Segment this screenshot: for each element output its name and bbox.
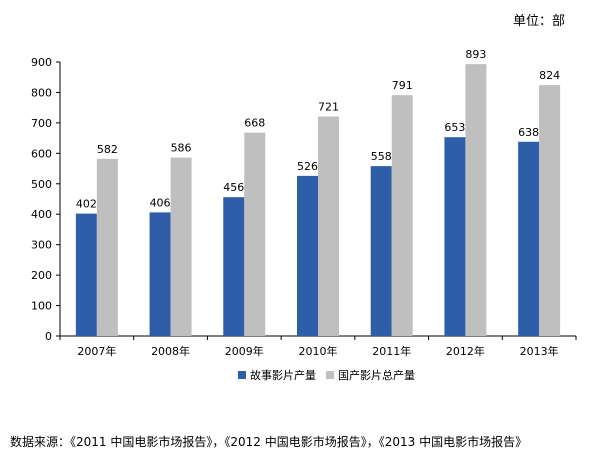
bar-feature-films	[75, 213, 97, 336]
y-tick-label: 800	[31, 86, 52, 99]
y-tick-label: 900	[31, 56, 52, 69]
legend-swatch	[326, 371, 334, 379]
y-tick-label: 300	[31, 239, 52, 252]
bar-feature-films	[518, 141, 540, 336]
data-label: 893	[465, 48, 486, 61]
bar-feature-films	[223, 197, 245, 336]
legend-swatch	[238, 371, 246, 379]
data-label: 406	[150, 196, 171, 209]
data-label: 526	[297, 160, 318, 173]
data-label: 456	[223, 181, 244, 194]
y-tick-label: 500	[31, 178, 52, 191]
bar-chart: 0 100 200 300 400 500 600 700 800 900 2007年 2008年 20…	[31, 48, 577, 382]
unit-label: 单位：部	[512, 14, 565, 29]
data-label: 824	[539, 69, 560, 82]
y-tick-label: 200	[31, 269, 52, 282]
legend-label: 国产影片总产量	[338, 368, 415, 382]
chart-axes: 0 100 200 300 400 500 600 700 800 900 2007年 2008年 20…	[31, 56, 577, 358]
bar-feature-films	[149, 212, 171, 336]
data-label: 721	[318, 100, 339, 113]
source-note: 数据来源：《2011 中国电影市场报告》，《2012 中国电影市场报告》，《20…	[10, 435, 528, 449]
x-tick-label: 2013年	[520, 344, 559, 358]
bar-feature-films	[444, 137, 466, 336]
bar-total-films	[244, 132, 266, 336]
y-tick-label: 700	[31, 117, 52, 130]
data-label: 791	[392, 79, 413, 92]
x-tick-label: 2009年	[225, 344, 264, 358]
bar-total-films	[391, 95, 413, 336]
y-tick-label: 100	[31, 300, 52, 313]
bar-total-films	[318, 116, 339, 337]
data-label: 582	[97, 143, 118, 156]
data-label: 402	[76, 198, 97, 211]
chart-legend: 故事影片产量 国产影片总产量	[238, 368, 415, 382]
bar-total-films	[96, 158, 118, 336]
data-label: 653	[444, 121, 465, 134]
data-label: 558	[371, 150, 392, 163]
x-tick-label: 2012年	[446, 344, 485, 358]
data-label: 668	[244, 117, 265, 130]
x-tick-label: 2010年	[299, 344, 338, 358]
bar-total-films	[170, 157, 192, 336]
bar-feature-films	[370, 166, 392, 336]
y-tick-label: 400	[31, 208, 52, 221]
x-tick-label: 2008年	[151, 344, 190, 358]
y-tick-label: 600	[31, 147, 52, 160]
bar-total-films	[539, 85, 561, 336]
y-tick-label: 0	[45, 330, 52, 343]
x-tick-label: 2007年	[77, 344, 116, 358]
bar-feature-films	[297, 175, 318, 336]
bar-total-films	[465, 64, 487, 337]
chart-bars: 402 406 456 526 558 653 638 582 586 668 721 791 893 8…	[75, 48, 561, 337]
data-label: 586	[171, 142, 192, 155]
legend-label: 故事影片产量	[250, 368, 316, 382]
data-label: 638	[518, 126, 539, 139]
x-tick-label: 2011年	[372, 344, 411, 358]
